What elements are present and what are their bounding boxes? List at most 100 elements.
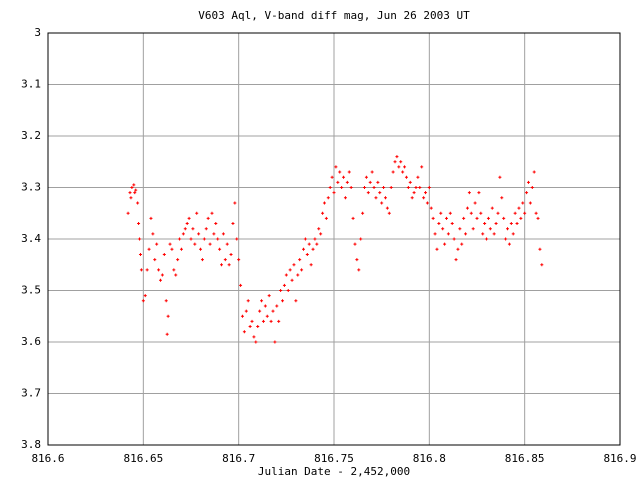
data-point (528, 201, 532, 205)
data-point (412, 191, 416, 195)
data-point (488, 227, 492, 231)
data-point (486, 216, 490, 220)
data-point (267, 294, 271, 298)
data-point (151, 232, 155, 236)
data-point (305, 252, 309, 256)
data-point (431, 216, 435, 220)
data-point (227, 263, 231, 267)
data-point (385, 206, 389, 210)
y-tick-label: 3.6 (21, 335, 41, 348)
data-point (254, 340, 258, 344)
data-point (435, 247, 439, 251)
data-point (353, 242, 357, 246)
data-point (261, 319, 265, 323)
data-point (284, 273, 288, 277)
data-point (424, 191, 428, 195)
data-point (233, 201, 237, 205)
data-point (334, 165, 338, 169)
data-point (469, 211, 473, 215)
data-point (269, 319, 273, 323)
data-point (444, 216, 448, 220)
data-point (389, 186, 393, 189)
data-point (517, 206, 521, 210)
y-tick-label: 3.8 (21, 438, 41, 451)
data-point (160, 273, 164, 277)
data-point (303, 237, 307, 241)
data-point (473, 201, 477, 205)
data-point (401, 170, 405, 174)
data-point (218, 247, 222, 251)
x-tick-label: 816.8 (413, 452, 446, 465)
data-point (130, 186, 134, 189)
data-point (321, 211, 325, 215)
x-tick-label: 816.75 (314, 452, 354, 465)
data-point (204, 227, 208, 231)
data-point (195, 211, 199, 215)
x-tick-label: 816.65 (123, 452, 163, 465)
data-point (416, 175, 420, 179)
data-point (504, 237, 508, 241)
data-point (183, 227, 187, 231)
data-point (509, 222, 513, 226)
data-point (391, 170, 395, 174)
data-point (382, 186, 386, 189)
data-point (538, 247, 542, 251)
data-point (185, 222, 189, 226)
data-point (319, 232, 323, 236)
data-point (179, 247, 183, 251)
data-point (212, 232, 216, 236)
data-point (155, 242, 159, 246)
data-point (471, 227, 475, 231)
data-point (460, 242, 464, 246)
data-point (336, 180, 340, 184)
y-tick-label: 3.4 (21, 232, 41, 245)
data-point (231, 222, 235, 226)
data-point (359, 237, 363, 241)
data-point (256, 325, 260, 329)
data-point (397, 165, 401, 169)
data-point (383, 196, 387, 200)
data-point (129, 196, 133, 200)
data-point (349, 186, 353, 189)
data-point (244, 309, 248, 313)
data-point (534, 211, 538, 215)
data-point (475, 216, 479, 220)
data-point (330, 175, 334, 179)
data-point (187, 216, 191, 220)
data-point (141, 299, 145, 303)
data-point (263, 304, 267, 308)
data-point (370, 170, 374, 174)
y-tick-label: 3 (34, 26, 41, 39)
data-point (374, 196, 378, 200)
data-point (530, 186, 534, 189)
data-point (271, 309, 275, 313)
data-point (193, 242, 197, 246)
data-point (307, 242, 311, 246)
data-point (240, 314, 244, 318)
data-point (403, 165, 407, 169)
y-tick-label: 3.1 (21, 78, 41, 91)
data-point (199, 247, 203, 251)
data-point (511, 232, 515, 236)
data-point (450, 222, 454, 226)
data-point (250, 319, 254, 323)
data-point (368, 180, 372, 184)
data-point (223, 258, 227, 262)
data-point (345, 180, 349, 184)
data-point (467, 191, 471, 195)
data-point (492, 232, 496, 236)
data-point (149, 216, 153, 220)
plot-frame (47, 32, 621, 446)
data-point (242, 330, 246, 334)
data-point (288, 268, 292, 272)
data-point (126, 211, 130, 215)
data-point (294, 299, 298, 303)
data-point (494, 222, 498, 226)
data-point (281, 299, 285, 303)
data-point (322, 201, 326, 205)
x-tick-label: 816.7 (222, 452, 255, 465)
data-point (279, 289, 283, 292)
data-point (446, 232, 450, 236)
data-point (292, 263, 296, 267)
